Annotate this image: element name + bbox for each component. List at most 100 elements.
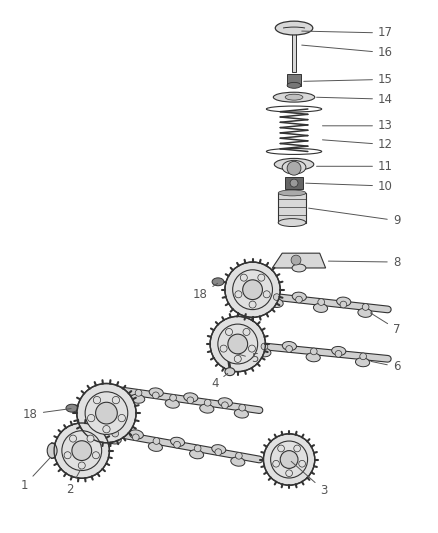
Circle shape (174, 441, 180, 448)
Text: 10: 10 (306, 180, 393, 192)
Ellipse shape (165, 399, 179, 408)
Circle shape (103, 425, 110, 433)
Ellipse shape (107, 435, 121, 444)
Circle shape (88, 415, 95, 422)
Circle shape (249, 301, 256, 308)
Circle shape (240, 274, 247, 281)
Circle shape (243, 280, 262, 300)
Circle shape (204, 399, 211, 406)
Circle shape (258, 274, 265, 281)
Bar (278, 193, 306, 223)
Ellipse shape (273, 92, 315, 102)
Ellipse shape (285, 94, 303, 100)
Text: 7: 7 (371, 313, 400, 336)
Circle shape (263, 434, 315, 485)
Circle shape (286, 470, 293, 477)
Ellipse shape (292, 264, 306, 272)
Circle shape (233, 270, 272, 310)
Circle shape (296, 296, 302, 303)
Bar (292, 28, 296, 72)
Circle shape (263, 291, 270, 298)
Ellipse shape (282, 160, 306, 174)
Circle shape (93, 397, 101, 404)
Circle shape (87, 435, 94, 442)
Circle shape (132, 434, 139, 441)
Circle shape (299, 461, 305, 467)
Circle shape (152, 392, 159, 399)
Ellipse shape (170, 437, 184, 446)
Circle shape (118, 415, 125, 422)
Ellipse shape (292, 292, 307, 301)
Circle shape (78, 462, 85, 469)
Circle shape (236, 453, 242, 459)
Polygon shape (272, 253, 325, 268)
Circle shape (85, 392, 128, 434)
Circle shape (210, 317, 265, 372)
Circle shape (291, 255, 301, 265)
Ellipse shape (129, 430, 143, 439)
Circle shape (318, 298, 325, 305)
Circle shape (234, 356, 241, 362)
Circle shape (135, 390, 142, 396)
Text: 1: 1 (21, 458, 50, 491)
Circle shape (215, 449, 222, 456)
Ellipse shape (306, 353, 320, 362)
Circle shape (261, 343, 268, 350)
Circle shape (220, 345, 227, 352)
Text: 16: 16 (302, 45, 393, 59)
Ellipse shape (337, 297, 351, 306)
Circle shape (239, 405, 246, 411)
Circle shape (287, 161, 301, 175)
Circle shape (278, 445, 284, 452)
Text: 11: 11 (317, 160, 393, 173)
Circle shape (273, 294, 280, 301)
Ellipse shape (257, 348, 271, 357)
Text: 14: 14 (317, 93, 393, 106)
Circle shape (271, 441, 307, 478)
Text: 2: 2 (66, 470, 81, 496)
Circle shape (225, 262, 280, 317)
Ellipse shape (278, 219, 306, 227)
Ellipse shape (269, 298, 283, 308)
Ellipse shape (190, 450, 204, 459)
Circle shape (54, 423, 110, 478)
Text: 4: 4 (211, 374, 228, 390)
Circle shape (62, 431, 102, 471)
Ellipse shape (287, 83, 301, 88)
Text: 3: 3 (291, 462, 327, 497)
Circle shape (362, 304, 369, 310)
Text: 13: 13 (322, 119, 393, 132)
Circle shape (112, 430, 119, 437)
Circle shape (280, 450, 298, 469)
Circle shape (286, 345, 293, 352)
Circle shape (311, 348, 317, 355)
Circle shape (153, 438, 160, 445)
Circle shape (228, 334, 247, 354)
Ellipse shape (234, 409, 248, 418)
Ellipse shape (274, 158, 314, 170)
Circle shape (290, 179, 298, 187)
Ellipse shape (231, 457, 245, 466)
Circle shape (218, 324, 258, 364)
Ellipse shape (212, 278, 224, 286)
Ellipse shape (131, 394, 145, 403)
Text: 18: 18 (193, 284, 218, 301)
Circle shape (226, 328, 233, 335)
Bar (285, 177, 303, 189)
Circle shape (187, 397, 194, 403)
Text: 6: 6 (371, 360, 400, 373)
Circle shape (92, 452, 99, 459)
Text: 18: 18 (23, 408, 71, 421)
Ellipse shape (314, 303, 328, 312)
Circle shape (248, 345, 255, 352)
Ellipse shape (225, 368, 235, 376)
Ellipse shape (356, 358, 370, 367)
Ellipse shape (212, 445, 226, 454)
Ellipse shape (184, 393, 198, 402)
Text: 9: 9 (309, 208, 400, 227)
Circle shape (273, 461, 279, 467)
Ellipse shape (148, 442, 162, 451)
Circle shape (112, 397, 120, 404)
Circle shape (360, 353, 367, 360)
Circle shape (194, 445, 201, 452)
